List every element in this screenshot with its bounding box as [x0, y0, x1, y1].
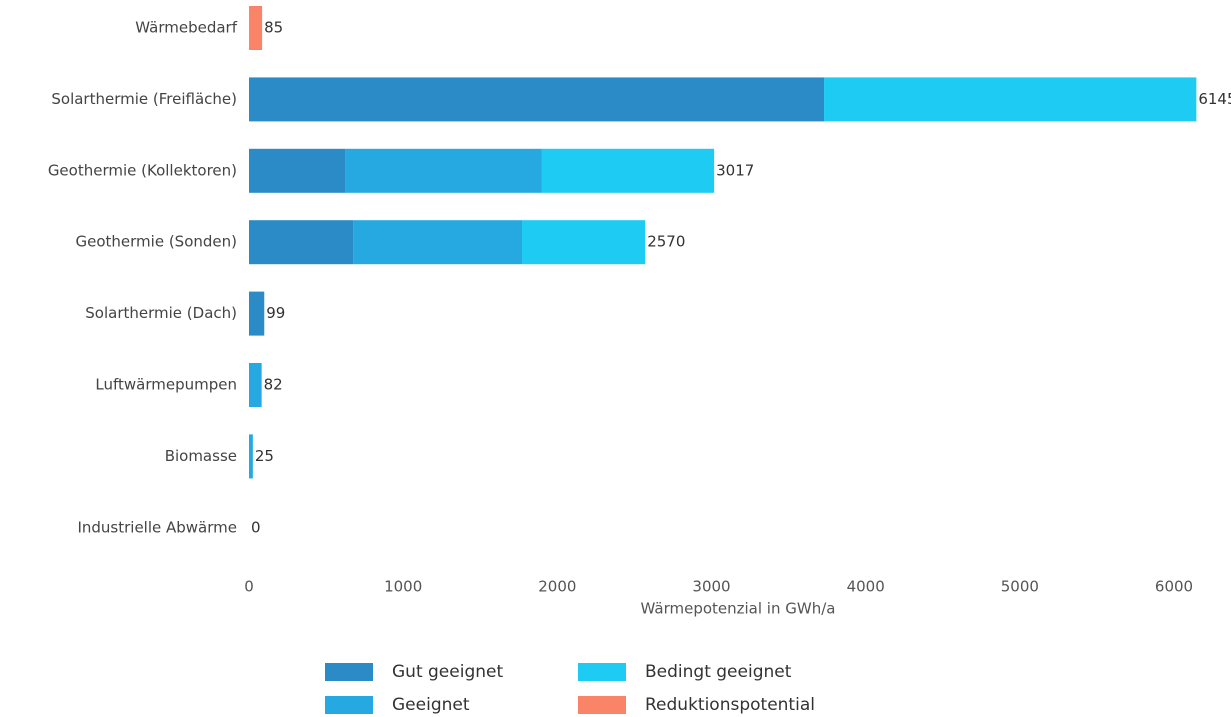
legend-label: Reduktionspotential — [645, 695, 815, 715]
total-label: 99 — [266, 304, 285, 322]
legend-label: Geeignet — [392, 695, 470, 715]
y-tick-label: Geothermie (Kollektoren) — [48, 161, 237, 179]
y-tick-label: Solarthermie (Dach) — [85, 304, 237, 322]
legend-swatch — [578, 696, 626, 714]
y-tick-label: Luftwärmepumpen — [95, 376, 237, 394]
y-tick-label: Biomasse — [165, 447, 237, 465]
bar-segment — [249, 363, 262, 407]
x-tick-label: 1000 — [384, 578, 422, 596]
total-label: 25 — [255, 447, 274, 465]
bar-segment — [249, 6, 263, 50]
bar-segment — [249, 291, 265, 336]
legend-swatch — [578, 663, 626, 681]
x-axis-label: Wärmepotenzial in GWh/a — [641, 600, 836, 618]
y-tick-label: Geothermie (Sonden) — [76, 233, 238, 251]
total-label: 3017 — [716, 161, 754, 179]
legend-swatch — [325, 663, 373, 681]
bar-segment — [249, 77, 825, 122]
x-tick-label: 3000 — [692, 578, 730, 596]
x-tick-label: 5000 — [1001, 578, 1039, 596]
bar-segment — [249, 434, 253, 479]
bar-segment — [353, 220, 523, 265]
total-label: 2570 — [647, 233, 685, 251]
bar-segment — [541, 148, 715, 193]
total-label: 6145 — [1198, 90, 1231, 108]
bar-segment — [522, 220, 646, 265]
x-tick-label: 4000 — [847, 578, 885, 596]
legend-label: Bedingt geeignet — [645, 662, 792, 682]
bar-segment — [249, 148, 346, 193]
total-label: 85 — [264, 19, 283, 37]
total-label: 0 — [251, 518, 261, 536]
legend-label: Gut geeignet — [392, 662, 503, 682]
bar-segment — [249, 220, 354, 265]
total-label: 82 — [264, 376, 283, 394]
bar-segment — [345, 148, 542, 193]
x-tick-label: 0 — [244, 578, 254, 596]
y-tick-label: Industrielle Abwärme — [77, 518, 237, 536]
legend-swatch — [325, 696, 373, 714]
x-tick-label: 6000 — [1155, 578, 1193, 596]
bar-segment — [824, 77, 1197, 122]
y-tick-label: Wärmebedarf — [135, 19, 237, 37]
x-tick-label: 2000 — [538, 578, 576, 596]
y-tick-label: Solarthermie (Freifläche) — [51, 90, 237, 108]
